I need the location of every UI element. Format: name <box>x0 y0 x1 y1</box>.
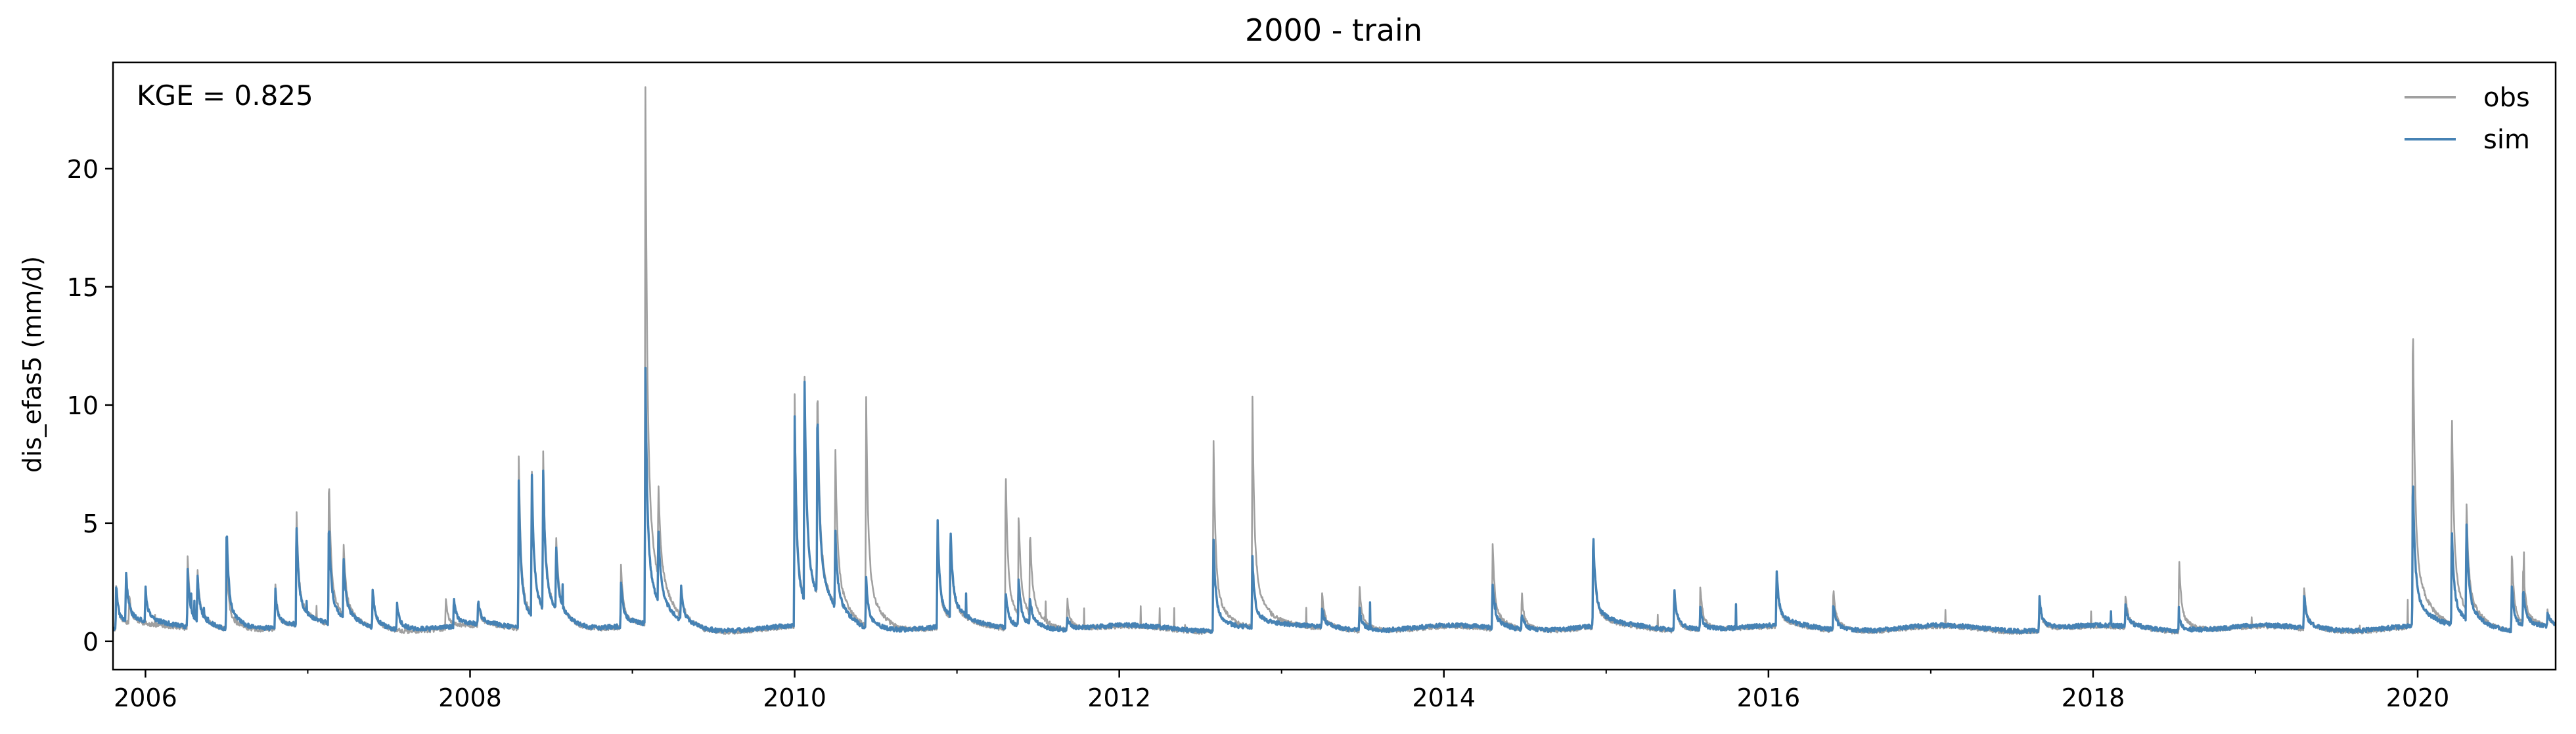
series-line-sim <box>113 366 2556 634</box>
series-line-obs <box>113 86 2556 636</box>
x-tick-label: 2014 <box>1412 683 1476 712</box>
x-tick-label: 2018 <box>2062 683 2125 712</box>
legend-label-sim: sim <box>2483 125 2530 155</box>
legend-label-obs: obs <box>2483 83 2530 113</box>
y-tick-label: 15 <box>67 273 99 302</box>
y-tick-label: 10 <box>67 391 99 420</box>
y-tick-label: 5 <box>83 509 99 538</box>
y-tick-label: 0 <box>83 628 99 657</box>
y-tick-label: 20 <box>67 155 99 184</box>
x-tick-label: 2020 <box>2386 683 2450 712</box>
x-tick-label: 2006 <box>114 683 177 712</box>
x-tick-label: 2010 <box>763 683 826 712</box>
x-tick-label: 2012 <box>1087 683 1151 712</box>
x-tick-label: 2008 <box>438 683 502 712</box>
plot-frame <box>112 61 2557 671</box>
y-axis-label: dis_efas5 (mm/d) <box>18 256 47 473</box>
legend: obs sim <box>2405 83 2530 155</box>
kge-annotation: KGE = 0.825 <box>137 79 313 112</box>
chart-title: 2000 - train <box>1245 12 1422 48</box>
x-tick-label: 2016 <box>1736 683 1800 712</box>
